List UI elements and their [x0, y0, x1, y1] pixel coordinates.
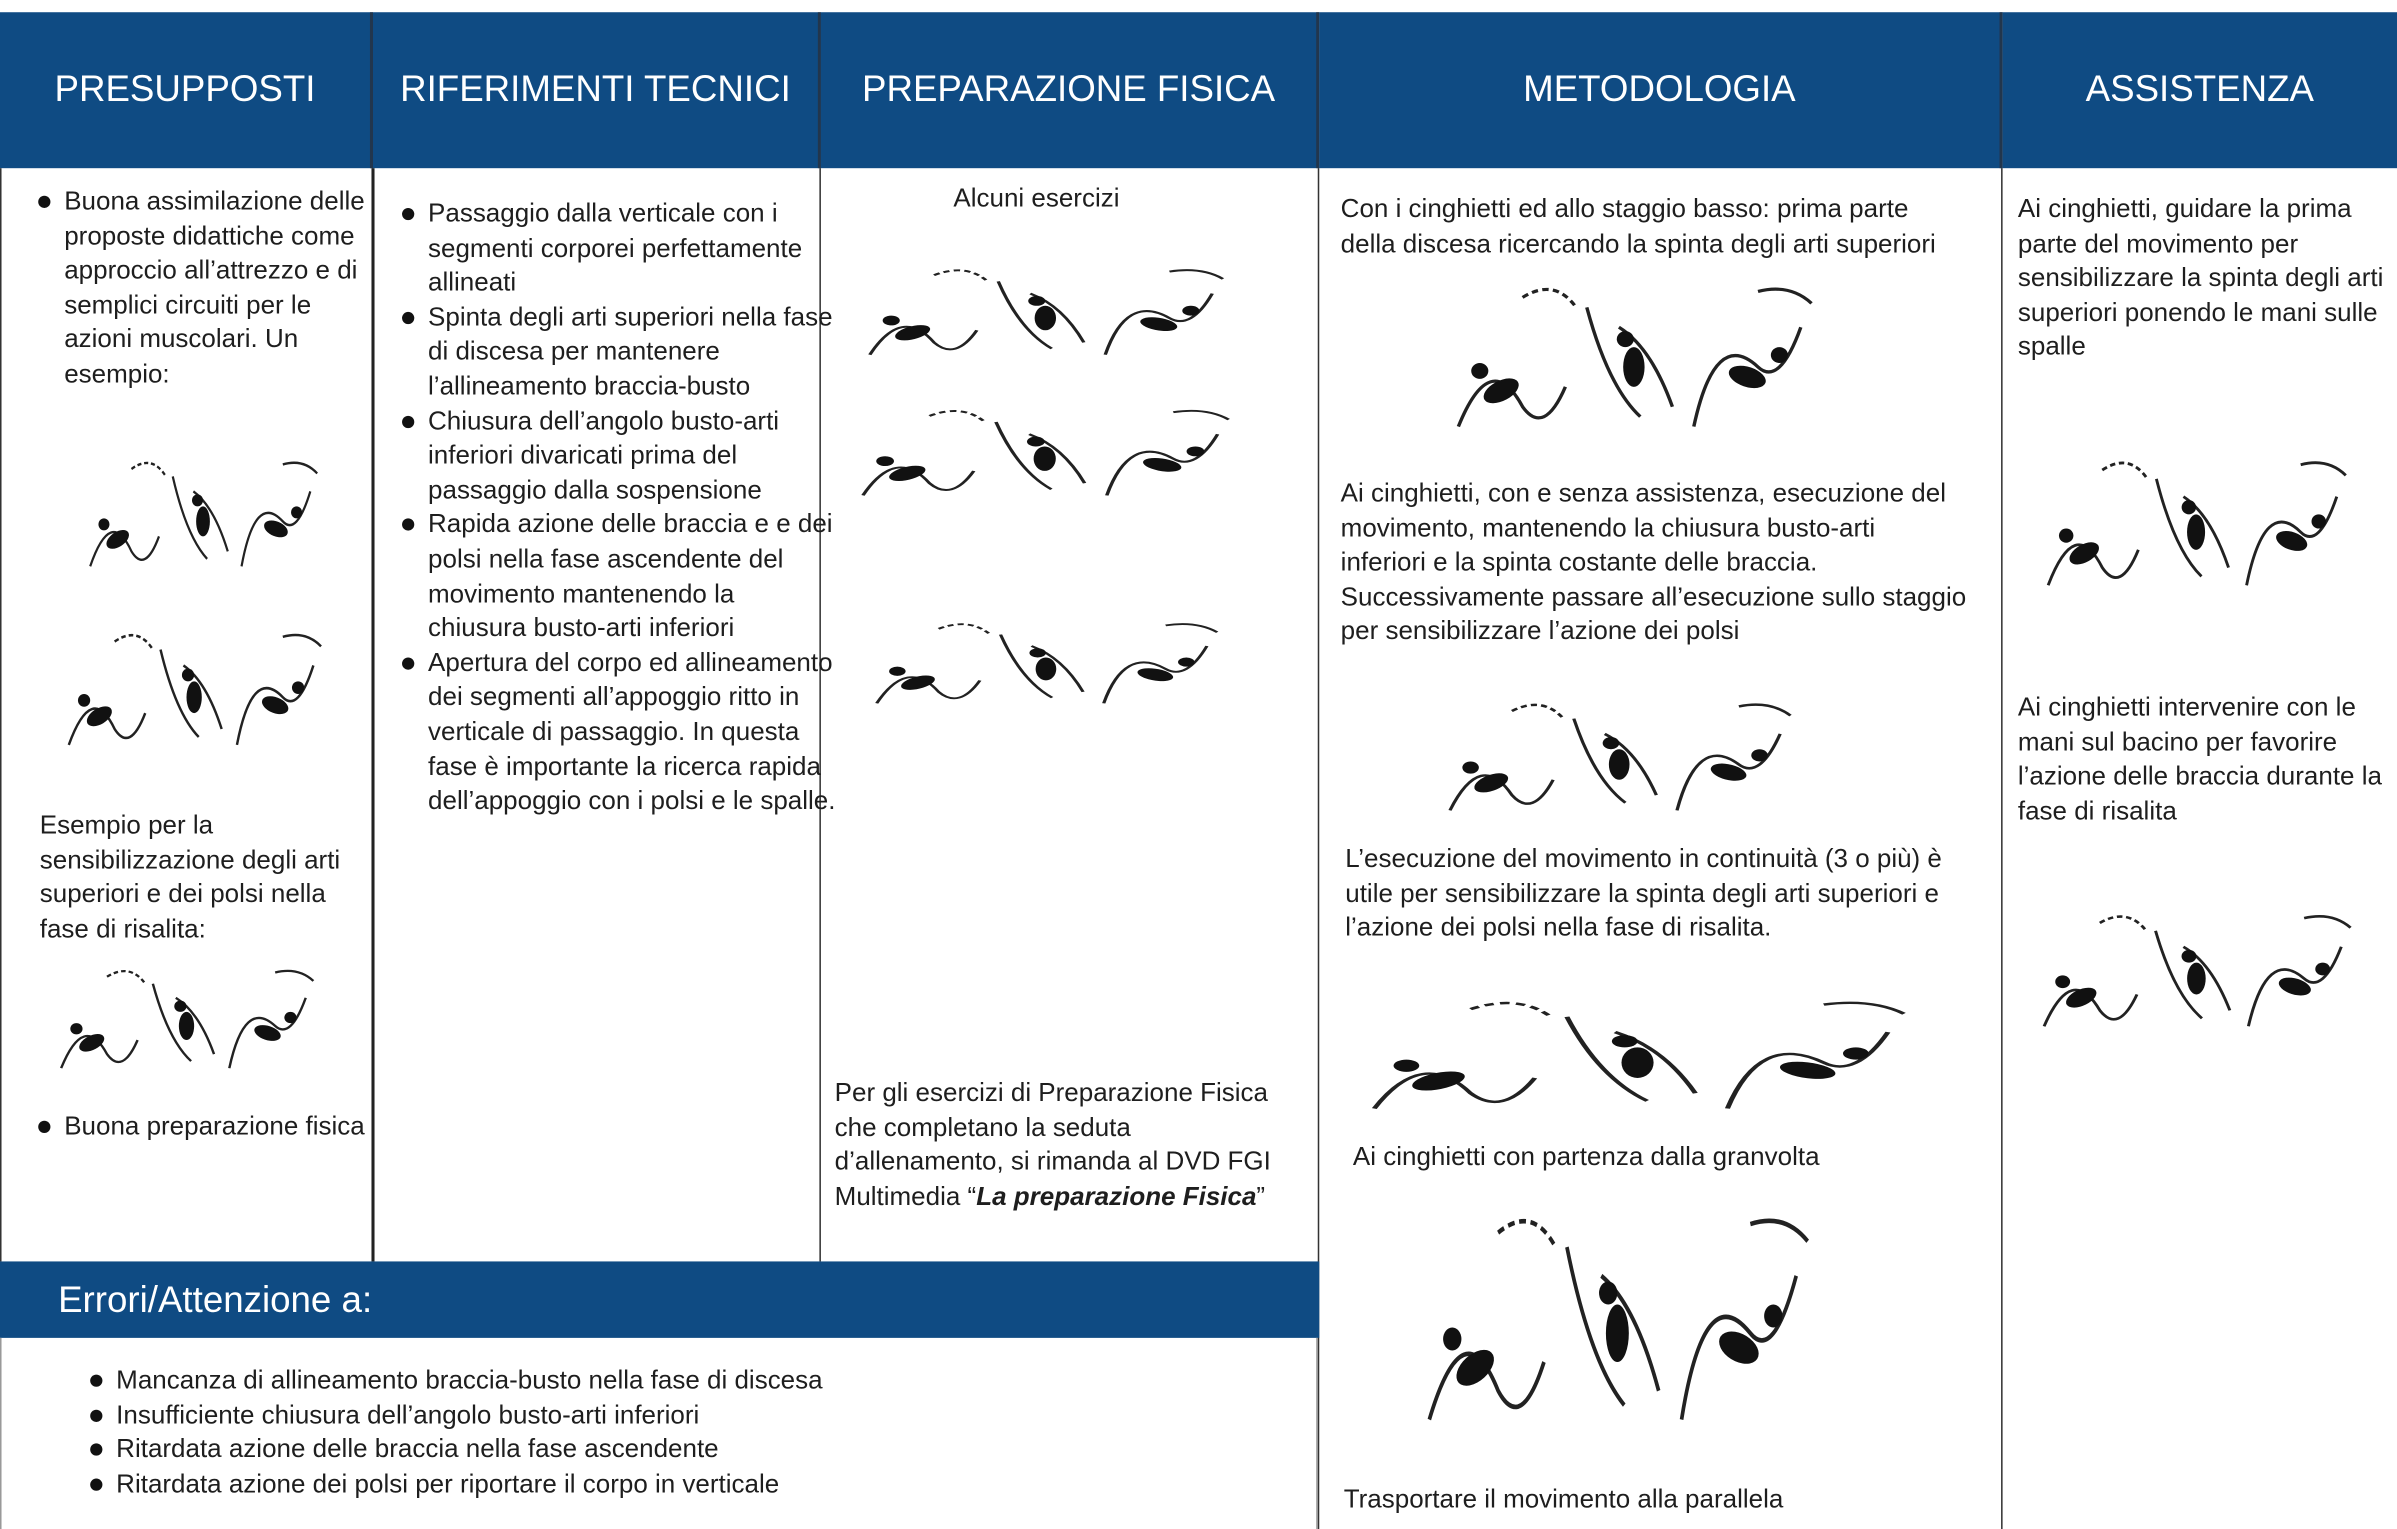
column-divider	[819, 168, 821, 1262]
figure-sketch	[2042, 915, 2352, 1027]
illustration	[1406, 1190, 1865, 1477]
bullet-item: Chiusura dell’angolo busto-arti inferior…	[402, 405, 838, 509]
paragraph: Trasportare il movimento alla parallela	[1343, 1484, 1784, 1514]
paragraph: Con i cinghietti ed allo staggio basso: …	[1340, 194, 1936, 258]
bullet-item: Apertura del corpo ed allineamento dei s…	[402, 646, 838, 819]
illustration	[848, 257, 1276, 379]
paragraph: Ai cinghietti con partenza dalla granvol…	[1352, 1142, 1820, 1172]
figure-sketch	[1371, 1001, 1906, 1109]
note: Per gli esercizi di Preparazione Fisica …	[835, 1076, 1294, 1214]
bullet-item: Ritardata azione delle braccia nella fas…	[90, 1433, 1324, 1468]
section-title: Errori/Attenzione a:	[58, 1279, 373, 1322]
paragraph: Ai cinghietti intervenire con le mani su…	[2017, 692, 2382, 826]
figure-sketch	[2046, 461, 2347, 586]
illustration	[841, 398, 1284, 520]
column-divider	[0, 168, 2, 1262]
paragraph: Ai cinghietti, guidare la prima parte de…	[2017, 194, 2384, 362]
note-text: Per gli esercizi di Preparazione Fisica …	[834, 1077, 1271, 1211]
bullet-item: Buona preparazione fisica	[38, 1110, 382, 1145]
illustration	[1429, 688, 1842, 841]
bullet-item: Passaggio dalla verticale con i segmenti…	[402, 197, 838, 301]
illustration	[54, 618, 360, 777]
figure-sketch	[875, 623, 1219, 704]
column-header: RIFERIMENTI TECNICI	[373, 12, 821, 169]
bullet-item: Spinta degli arti superiori nella fase d…	[402, 301, 838, 405]
illustration	[1342, 986, 1984, 1139]
figure-sketch	[868, 269, 1225, 356]
illustration	[2026, 899, 2397, 1058]
section-box	[0, 1337, 1318, 1529]
paragraph: L’esecuzione del movimento in continuità…	[1345, 844, 1942, 943]
note-text: ”	[1256, 1181, 1266, 1211]
figure-sketch	[1427, 1218, 1809, 1421]
illustration	[1437, 268, 1865, 467]
figure-sketch	[1448, 703, 1792, 811]
bullet-item: Buona assimilazione delle proposte didat…	[38, 185, 382, 392]
bullet-list: Mancanza di allineamento braccia-busto n…	[89, 1364, 1324, 1502]
paragraph: Ai cinghietti, con e senza assistenza, e…	[1340, 478, 1967, 646]
column-header: PRESUPPOSTI	[0, 12, 374, 169]
bullet-item: Rapida azione delle braccia e e dei pols…	[402, 508, 838, 646]
bullet-list: Buona preparazione fisica	[37, 1110, 382, 1145]
figure-sketch	[861, 409, 1230, 496]
column-divider	[371, 168, 375, 1262]
figure-sketch	[89, 461, 318, 567]
illustration	[46, 956, 352, 1097]
illustration	[2030, 443, 2391, 620]
figure-sketch	[1456, 287, 1813, 428]
bullet-list: Buona assimilazione delle proposte didat…	[37, 185, 382, 392]
column-header: PREPARAZIONE FISICA	[820, 12, 1320, 169]
bullet-item: Ritardata azione dei polsi per riportare…	[90, 1468, 1324, 1503]
bullet-list: Passaggio dalla verticale con i segmenti…	[401, 197, 838, 819]
column-header: METODOLOGIA	[1319, 12, 2003, 169]
note-emphasis: La preparazione Fisica	[976, 1181, 1257, 1211]
column-divider	[1317, 168, 1320, 1529]
column-header: ASSISTENZA	[2002, 12, 2397, 169]
figure-sketch	[67, 633, 322, 746]
bullet-item: Insufficiente chiusura dell’angolo busto…	[90, 1398, 1324, 1433]
illustration	[76, 446, 351, 596]
bullet-item: Mancanza di allineamento braccia-busto n…	[90, 1364, 1324, 1399]
illustration	[856, 612, 1269, 727]
caption: Alcuni esercizi	[953, 183, 1120, 213]
paragraph: Esempio per la sensibilizzazione degli a…	[39, 810, 341, 944]
section-header	[0, 1261, 1320, 1338]
figure-sketch	[60, 969, 315, 1069]
column-divider	[2001, 168, 2003, 1529]
